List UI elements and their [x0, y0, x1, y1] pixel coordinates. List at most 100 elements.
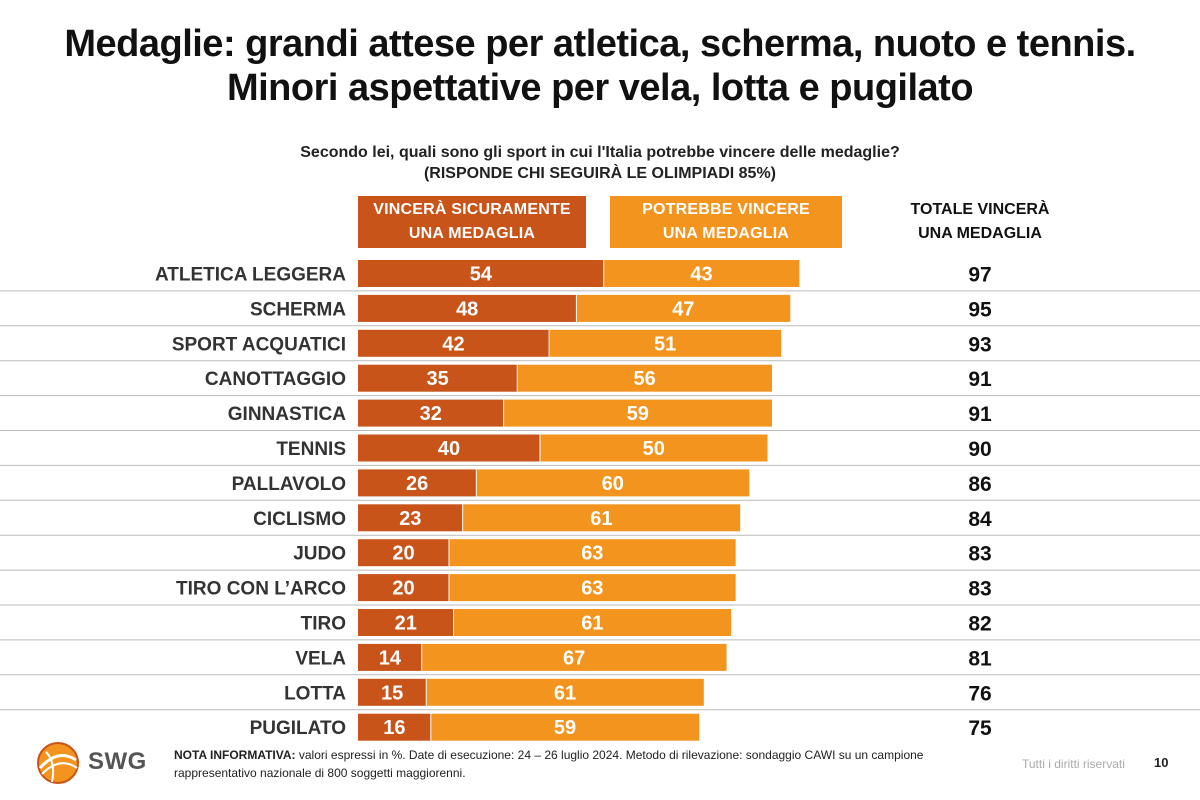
bar-maybe — [426, 678, 704, 706]
category-label: PALLAVOLO — [232, 474, 346, 495]
bar-sure — [358, 609, 454, 636]
bar-sure — [358, 713, 431, 741]
bar-sure — [358, 399, 504, 427]
bar-sure-value: 16 — [383, 717, 405, 739]
total-value: 95 — [968, 298, 992, 321]
category-label: TENNIS — [276, 439, 346, 460]
legend-maybe-line-2: UNA MEDAGLIA — [662, 225, 790, 242]
bar-sure — [358, 643, 422, 671]
bar-sure — [358, 260, 604, 287]
total-value: 83 — [968, 543, 991, 566]
bar-maybe-value: 60 — [602, 473, 624, 495]
bar-sure-value: 48 — [456, 298, 478, 320]
total-value: 97 — [968, 264, 991, 287]
bar-sure-value: 15 — [381, 682, 403, 704]
bar-maybe — [449, 539, 736, 567]
bar-sure-value: 26 — [406, 473, 428, 495]
bar-maybe — [462, 504, 741, 532]
category-label: SPORT ACQUATICI — [172, 334, 346, 355]
note-text-2: rappresentativo nazionale di 800 soggett… — [174, 766, 466, 780]
bar-sure-value: 42 — [442, 333, 464, 355]
category-label: ATLETICA LEGGERA — [155, 265, 346, 286]
total-value: 84 — [968, 508, 992, 531]
category-label: TIRO CON L’ARCO — [176, 579, 346, 600]
total-value: 83 — [968, 578, 991, 601]
bar-maybe-value: 47 — [672, 298, 694, 320]
category-label: CANOTTAGGIO — [205, 369, 346, 390]
bar-sure — [358, 574, 449, 602]
rights-text: Tutti i diritti riservati — [1022, 757, 1125, 771]
total-value: 91 — [968, 368, 992, 391]
bar-maybe-value: 67 — [563, 647, 585, 669]
category-label: PUGILATO — [250, 718, 346, 739]
footer-note: NOTA INFORMATIVA: valori espressi in %. … — [174, 746, 974, 782]
swg-logo-icon — [37, 742, 79, 784]
bar-maybe-value: 63 — [581, 578, 603, 600]
bar-sure — [358, 678, 427, 706]
bar-sure-value: 35 — [427, 368, 449, 390]
note-text: valori espressi in %. Date di esecuzione… — [295, 748, 924, 762]
bar-maybe — [549, 329, 782, 357]
category-label: SCHERMA — [250, 299, 346, 320]
total-value: 91 — [968, 403, 992, 426]
bar-maybe-value: 59 — [554, 717, 576, 739]
bar-maybe-value: 43 — [690, 264, 712, 286]
category-label: GINNASTICA — [228, 404, 347, 425]
bar-maybe-value: 61 — [554, 682, 576, 704]
bar-sure — [358, 364, 518, 392]
total-value: 82 — [968, 613, 991, 636]
total-value: 86 — [968, 473, 991, 496]
total-header-line-1: TOTALE VINCERÀ — [910, 201, 1050, 218]
bar-sure-value: 32 — [420, 403, 442, 425]
bar-sure — [358, 294, 577, 322]
title-line-1: Medaglie: grandi attese per atletica, sc… — [64, 23, 1136, 65]
legend-maybe-line-1: POTREBBE VINCERE — [642, 201, 810, 218]
legend-sure-line-2: UNA MEDAGLIA — [408, 225, 536, 242]
bar-maybe-value: 50 — [643, 438, 665, 460]
total-value: 81 — [968, 647, 992, 670]
bar-maybe — [449, 574, 736, 602]
category-label: JUDO — [293, 544, 346, 565]
bar-sure — [358, 469, 477, 497]
total-value: 93 — [968, 333, 991, 356]
bar-maybe-value: 61 — [581, 613, 603, 635]
bar-maybe — [476, 469, 750, 497]
bar-maybe-value: 61 — [590, 508, 612, 530]
total-value: 75 — [968, 717, 992, 740]
bar-sure — [358, 329, 550, 357]
title-line-2: Minori aspettative per vela, lotta e pug… — [226, 67, 974, 109]
bar-sure-value: 40 — [438, 438, 460, 460]
bar-maybe — [503, 399, 773, 427]
category-label: CICLISMO — [253, 509, 346, 530]
bar-maybe — [517, 364, 773, 392]
bar-sure — [358, 504, 463, 532]
bar-maybe-value: 63 — [581, 543, 603, 565]
bar-maybe — [603, 260, 800, 287]
bar-maybe-value: 51 — [654, 333, 676, 355]
bar-maybe-value: 56 — [634, 368, 656, 390]
bar-sure-value: 23 — [399, 508, 421, 530]
question-line-1: Secondo lei, quali sono gli sport in cui… — [300, 144, 900, 161]
total-value: 90 — [968, 438, 991, 461]
page-title: Medaglie: grandi attese per atletica, sc… — [0, 22, 1200, 110]
category-label: LOTTA — [284, 683, 346, 704]
category-label: TIRO — [301, 614, 346, 635]
bar-sure-value: 20 — [392, 578, 414, 600]
bar-sure — [358, 539, 449, 567]
logo-text: SWG — [88, 748, 147, 775]
total-header-line-2: UNA MEDAGLIA — [918, 225, 1042, 242]
question-line-2: (RISPONDE CHI SEGUIRÀ LE OLIMPIADI 85%) — [423, 165, 777, 182]
page-number: 10 — [1154, 755, 1169, 770]
bar-sure-value: 20 — [392, 543, 414, 565]
bar-sure-value: 21 — [395, 613, 417, 635]
total-value: 76 — [968, 682, 991, 705]
bar-sure — [358, 434, 540, 462]
total-column-header: TOTALE VINCERÀ UNA MEDAGLIA — [880, 198, 1080, 246]
legend-maybe: POTREBBE VINCERE UNA MEDAGLIA — [610, 196, 842, 248]
legend-sure: VINCERÀ SICURAMENTE UNA MEDAGLIA — [358, 196, 586, 248]
legend-sure-line-1: VINCERÀ SICURAMENTE — [373, 201, 571, 218]
bar-maybe-value: 59 — [627, 403, 649, 425]
bar-maybe — [430, 713, 700, 741]
bar-maybe — [421, 643, 727, 671]
category-label: VELA — [295, 648, 346, 669]
